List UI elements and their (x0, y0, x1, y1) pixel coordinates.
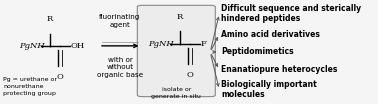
Text: Pg = urethane or
nonurethane
protecting group: Pg = urethane or nonurethane protecting … (3, 77, 57, 96)
Text: Enanatiopure heterocycles: Enanatiopure heterocycles (221, 65, 338, 74)
Text: Peptidomimetics: Peptidomimetics (221, 48, 294, 56)
Text: Biologically important
molecules: Biologically important molecules (221, 80, 317, 100)
Text: with or
without
organic base: with or without organic base (97, 57, 143, 78)
Text: isolate or
generate in situ: isolate or generate in situ (151, 87, 201, 99)
Text: PgNH: PgNH (148, 40, 174, 48)
Text: O: O (186, 71, 193, 79)
Text: O: O (57, 73, 64, 81)
Text: Difficult sequence and sterically
hindered peptides: Difficult sequence and sterically hinder… (221, 4, 361, 23)
Text: F: F (201, 40, 207, 48)
Text: R: R (47, 15, 53, 23)
Text: R: R (177, 13, 183, 21)
FancyBboxPatch shape (137, 5, 215, 97)
Text: fluorinating
agent: fluorinating agent (99, 14, 141, 28)
Text: OH: OH (71, 42, 85, 50)
Text: PgNH: PgNH (19, 42, 45, 50)
Text: Amino acid derivatives: Amino acid derivatives (221, 30, 320, 39)
